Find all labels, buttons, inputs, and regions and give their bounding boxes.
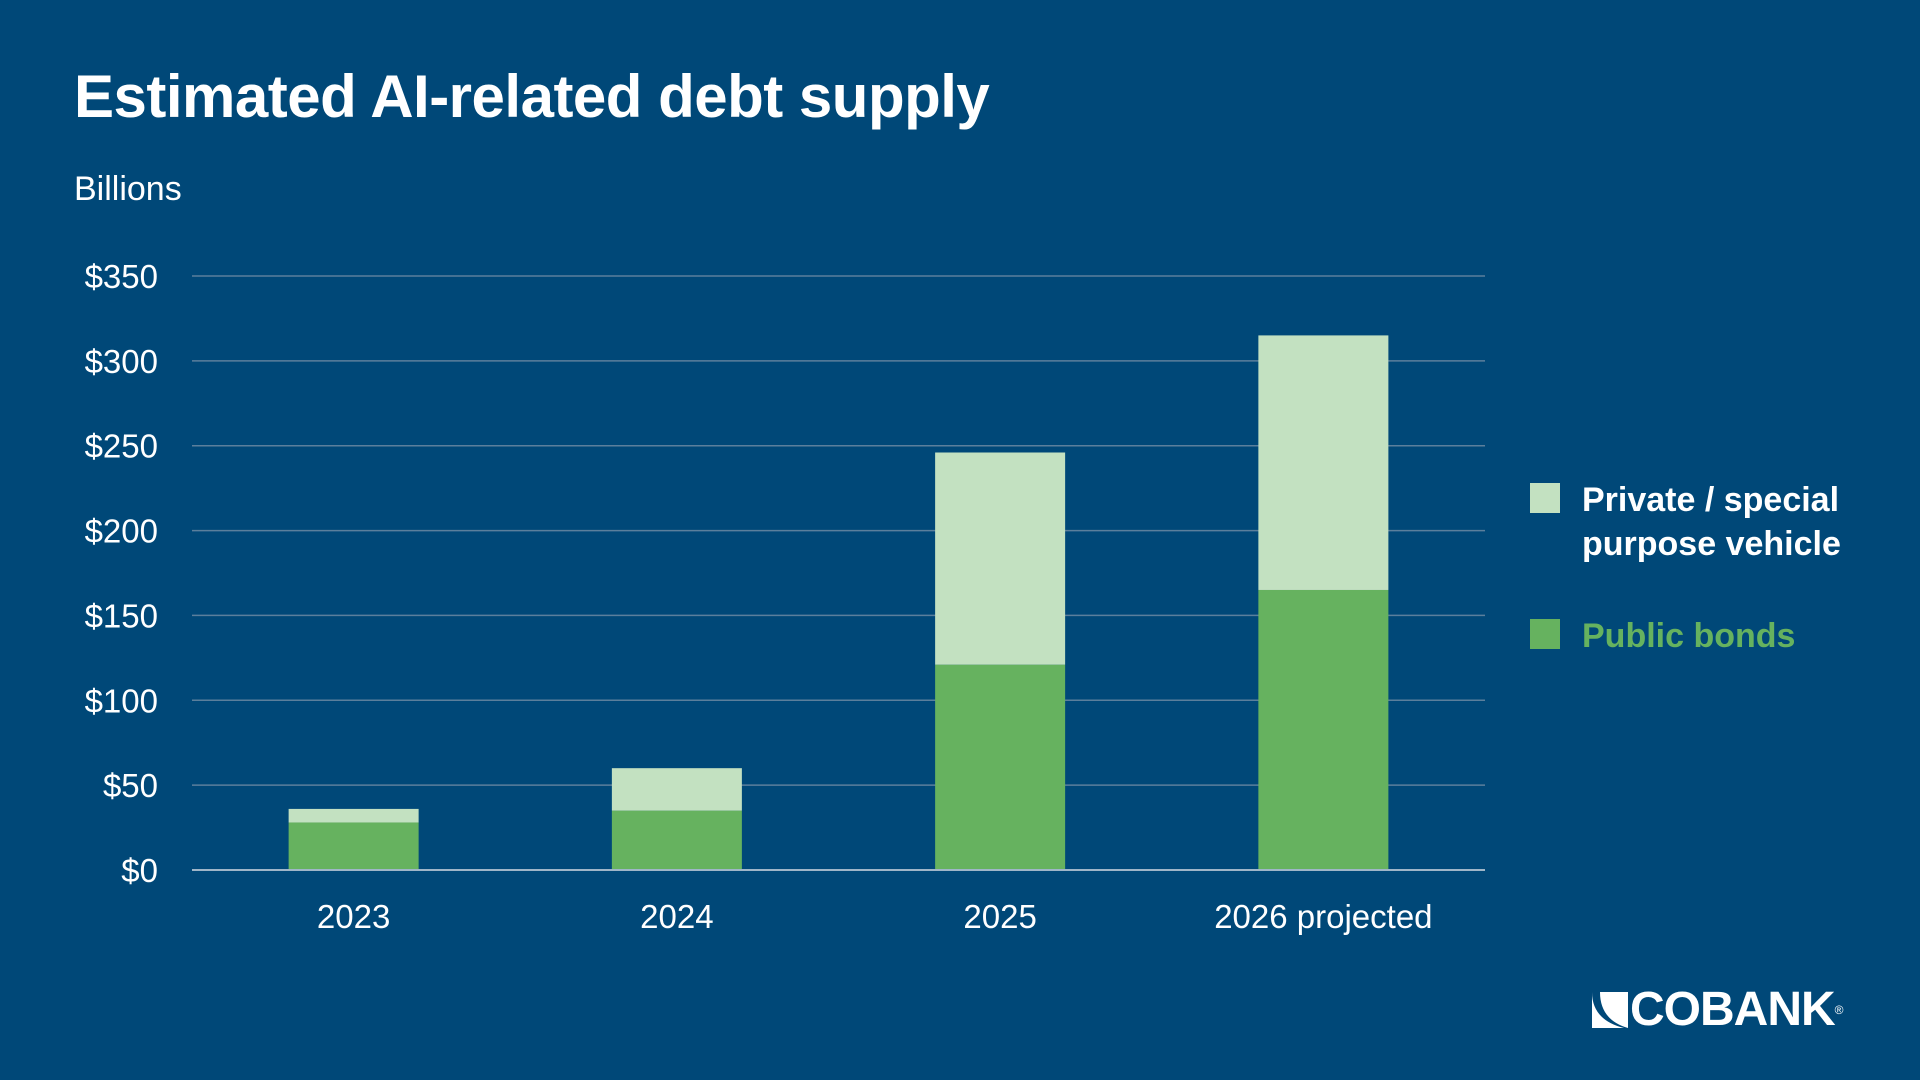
bar-public-bonds (935, 664, 1066, 870)
bar-public-bonds (1258, 589, 1389, 870)
x-tick-label: 2025 (963, 898, 1036, 935)
legend-swatch-public (1530, 619, 1560, 649)
y-tick-label: $100 (85, 682, 158, 719)
y-tick-label: $250 (85, 428, 158, 465)
y-tick-label: $150 (85, 597, 158, 634)
bar-private-spv (1258, 335, 1389, 590)
logo-registered-mark: ® (1834, 1002, 1844, 1017)
chart-title: Estimated AI-related debt supply (74, 63, 990, 130)
legend: Private / special purpose vehicle Public… (1530, 478, 1890, 706)
legend-label-public: Public bonds (1582, 617, 1796, 655)
unit-label: Billions (74, 170, 182, 208)
x-tick-label: 2026 projected (1214, 898, 1432, 935)
legend-label-private: Private / special purpose vehicle (1582, 481, 1841, 563)
bar-public-bonds (288, 822, 419, 870)
y-tick-label: $50 (103, 767, 158, 804)
bar-private-spv (935, 452, 1066, 665)
cobank-mark-icon (1592, 991, 1628, 1028)
cobank-logo: COBANK ® (1590, 982, 1844, 1037)
bar-public-bonds (611, 810, 742, 870)
y-tick-label: $350 (85, 258, 158, 295)
logo-text: COBANK (1630, 983, 1836, 1036)
x-tick-label: 2024 (640, 898, 713, 935)
legend-item-public: Public bonds (1530, 614, 1890, 658)
bar-private-spv (611, 768, 742, 811)
y-tick-label: $300 (85, 343, 158, 380)
x-tick-label: 2023 (317, 898, 390, 935)
legend-item-private: Private / special purpose vehicle (1530, 478, 1890, 566)
y-tick-label: $200 (85, 513, 158, 550)
bar-private-spv (288, 808, 419, 823)
legend-swatch-private (1530, 483, 1560, 513)
y-tick-label: $0 (121, 852, 158, 889)
